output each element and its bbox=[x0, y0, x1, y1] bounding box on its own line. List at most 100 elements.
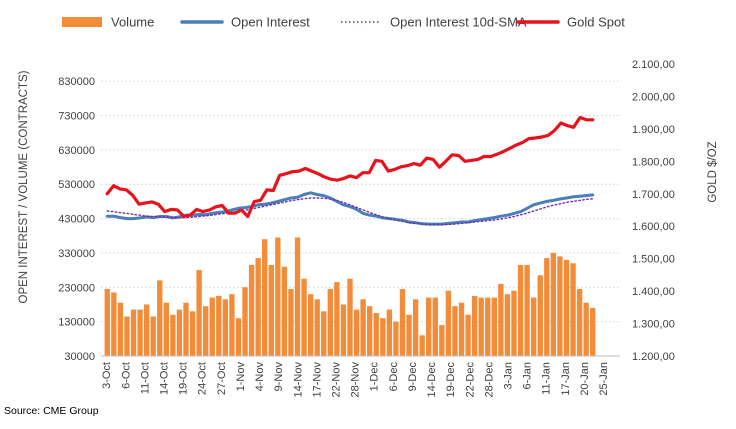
left-tick-label: 230000 bbox=[58, 282, 95, 294]
open-interest-line bbox=[105, 191, 595, 226]
x-tick-label: 14-Nov bbox=[292, 362, 304, 398]
source-note: Source: CME Group bbox=[4, 405, 99, 417]
volume-bar bbox=[544, 258, 550, 356]
volume-bar bbox=[393, 321, 399, 356]
x-tick-label: 14-Dec bbox=[426, 362, 438, 398]
right-tick-label: 1.600,00 bbox=[632, 221, 675, 233]
volume-bar bbox=[340, 304, 347, 356]
x-tick-label: 25-Jan bbox=[598, 362, 610, 396]
volume-bar bbox=[570, 263, 576, 356]
legend-label: Open Interest 10d-SMA bbox=[390, 15, 527, 30]
volume-bars bbox=[104, 237, 596, 356]
legend-item: Gold Spot bbox=[516, 15, 625, 30]
volume-bar bbox=[563, 259, 570, 356]
legend-item: Volume bbox=[62, 15, 154, 30]
legend-label: Open Interest bbox=[231, 15, 310, 30]
x-tick-label: 6-Dec bbox=[388, 362, 400, 392]
volume-bar bbox=[386, 309, 393, 356]
volume-bar bbox=[452, 306, 458, 356]
x-tick-label: 17-Jan bbox=[560, 362, 572, 396]
volume-bar bbox=[524, 264, 530, 356]
volume-bar bbox=[183, 302, 189, 356]
volume-bar bbox=[222, 299, 229, 356]
x-tick-label: 22-Nov bbox=[331, 362, 343, 398]
open-interest-10d-sma-line bbox=[106, 197, 594, 226]
volume-bar bbox=[432, 297, 438, 356]
x-tick-label: 20-Jan bbox=[579, 362, 591, 396]
volume-bar bbox=[143, 304, 150, 356]
x-tick-label: 19-Oct bbox=[178, 362, 190, 395]
volume-bar bbox=[478, 297, 484, 356]
left-tick-label: 830000 bbox=[58, 76, 95, 88]
x-tick-label: 3-Oct bbox=[101, 362, 113, 389]
volume-bar bbox=[590, 307, 596, 356]
volume-bar bbox=[347, 278, 353, 356]
volume-bar bbox=[465, 314, 471, 356]
volume-bar bbox=[498, 283, 504, 356]
left-axis-title: OPEN INTEREST / VOLUME (CONTRACTS) bbox=[18, 70, 30, 303]
volume-bar bbox=[511, 290, 517, 356]
x-tick-label: 27-Oct bbox=[216, 362, 228, 395]
left-tick-label: 630000 bbox=[58, 145, 95, 157]
right-tick-label: 1.700,00 bbox=[632, 189, 675, 201]
x-tick-label: 6-Oct bbox=[120, 362, 132, 389]
volume-bar bbox=[301, 278, 307, 356]
volume-bar bbox=[471, 295, 478, 356]
right-tick-label: 2.000,00 bbox=[632, 91, 675, 103]
volume-bar bbox=[485, 297, 491, 356]
left-tick-label: 130000 bbox=[58, 317, 95, 329]
x-tick-label: 24-Oct bbox=[197, 362, 209, 395]
volume-bar bbox=[117, 302, 124, 356]
volume-bar bbox=[550, 252, 557, 356]
volume-bar bbox=[288, 289, 294, 356]
x-tick-label: 22-Dec bbox=[464, 362, 476, 398]
volume-bar bbox=[426, 297, 432, 356]
axes: 30000 130000 230000 330000 430000 530000 63000… bbox=[58, 59, 675, 397]
legend-label: Volume bbox=[111, 15, 154, 30]
right-tick-label: 1.200,00 bbox=[632, 351, 675, 363]
volume-bar bbox=[412, 299, 419, 356]
legend: Volume Open Interest Open Interest 10d-SMA… bbox=[62, 15, 625, 30]
x-tick-label: 6-Jan bbox=[522, 362, 534, 390]
legend-item: Open Interest 10d-SMA bbox=[341, 15, 527, 30]
left-tick-label: 330000 bbox=[58, 248, 95, 260]
x-tick-label: 28-Nov bbox=[350, 362, 362, 398]
right-tick-label: 1.500,00 bbox=[632, 254, 675, 266]
volume-bar bbox=[314, 299, 320, 356]
volume-bar bbox=[242, 287, 248, 356]
right-tick-label: 1.400,00 bbox=[632, 286, 675, 298]
x-tick-label: 14-Oct bbox=[159, 362, 171, 395]
volume-bar bbox=[209, 297, 215, 356]
x-tick-label: 17-Nov bbox=[311, 362, 323, 398]
volume-bar bbox=[196, 270, 202, 356]
x-tick-label: 1-Nov bbox=[235, 362, 247, 392]
right-tick-label: 2.100,00 bbox=[632, 59, 675, 71]
volume-bar bbox=[111, 292, 117, 356]
volume-bar bbox=[406, 314, 412, 356]
x-tick-label: 9-Dec bbox=[407, 362, 419, 392]
volume-bar bbox=[327, 289, 333, 356]
right-tick-label: 1.300,00 bbox=[632, 319, 675, 331]
volume-bar bbox=[104, 289, 110, 356]
right-axis-title: GOLD $/OZ bbox=[707, 141, 719, 202]
volume-bar bbox=[576, 289, 583, 356]
volume-bar bbox=[537, 275, 543, 356]
volume-bar bbox=[189, 311, 196, 356]
x-tick-label: 19-Dec bbox=[445, 362, 457, 398]
volume-bar bbox=[294, 237, 301, 356]
volume-bar bbox=[268, 264, 274, 356]
line-series bbox=[105, 115, 595, 226]
volume-bar bbox=[281, 266, 288, 356]
volume-bar bbox=[517, 264, 524, 356]
volume-bar bbox=[176, 309, 183, 356]
volume-bar bbox=[445, 290, 452, 356]
volume-bar bbox=[150, 316, 156, 356]
legend-label: Gold Spot bbox=[567, 15, 625, 30]
x-tick-label: 4-Nov bbox=[254, 362, 266, 392]
right-tick-label: 1.900,00 bbox=[632, 124, 675, 136]
volume-bar bbox=[367, 306, 373, 356]
volume-bar bbox=[353, 309, 360, 356]
volume-bar bbox=[137, 309, 143, 356]
left-tick-label: 530000 bbox=[58, 179, 95, 191]
